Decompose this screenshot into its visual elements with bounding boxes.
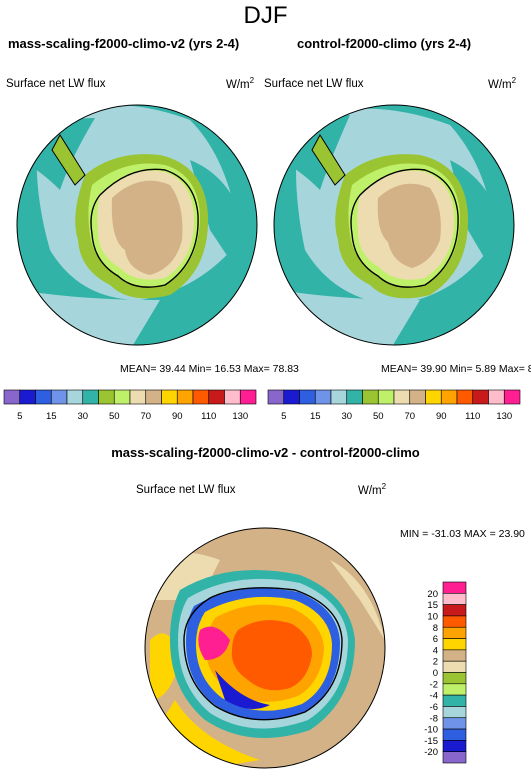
right-colorbar: 5 15 30 50 70 90 110 130 [267,389,521,422]
difference-colorbar-tick-label: -15 [424,736,438,747]
left-colorbar-tick-label: 130 [232,411,248,422]
right-colorbar-swatch [346,389,363,405]
difference-field-label: Surface net LW flux [136,484,236,496]
right-colorbar-tick-label: 50 [373,411,384,422]
left-colorbar-swatch [98,389,115,405]
left-colorbar-swatch [208,389,225,405]
difference-colorbar-swatch [442,593,467,605]
right-polar-map [273,104,515,346]
right-colorbar-swatch [393,389,411,405]
left-colorbar-swatch [82,389,99,405]
left-colorbar-swatch [3,389,21,405]
difference-colorbar-swatch [442,672,467,685]
right-colorbar-swatch [409,389,426,405]
difference-colorbar-swatch [442,638,467,651]
difference-colorbar-swatch [442,581,467,594]
difference-stats: MIN = -31.03 MAX = 23.90 [400,528,525,540]
right-colorbar-swatch [314,389,332,405]
difference-colorbar-tick-label: -20 [424,747,438,758]
difference-colorbar-swatch [442,604,467,617]
right-colorbar-swatch [283,389,300,405]
right-colorbar-tick-label: 5 [281,411,286,422]
left-colorbar-swatch [176,389,194,405]
left-polar-map [16,104,258,346]
difference-colorbar-swatch [442,740,467,752]
left-colorbar-swatch [19,389,36,405]
right-colorbar-swatch [456,389,474,405]
right-colorbar-tick-label: 130 [496,411,512,422]
left-colorbar-tick-label: 90 [172,411,183,422]
difference-colorbar-swatch [442,728,467,741]
difference-colorbar-swatch [442,706,467,719]
right-colorbar-swatch [488,389,505,405]
left-field-label: Surface net LW flux [6,78,106,90]
right-colorbar-tick-label: 30 [341,411,352,422]
difference-colorbar-swatch [442,660,467,673]
left-colorbar-tick-label: 110 [201,411,216,422]
right-colorbar-swatch [330,389,348,405]
difference-colorbar-tick-label: 6 [433,634,438,645]
difference-colorbar-tick-label: 10 [427,611,438,622]
left-colorbar-swatch [113,389,131,405]
left-panel-title: mass-scaling-f2000-climo-v2 (yrs 2-4) [8,36,240,51]
right-colorbar-swatch [503,389,521,405]
difference-colorbar-swatch [442,626,467,639]
right-colorbar-swatch [425,389,442,405]
right-colorbar-swatch [299,389,316,405]
left-colorbar-tick-label: 30 [77,411,88,422]
difference-colorbar-swatch [442,615,467,628]
difference-units-label: W/m2 [358,482,387,497]
left-colorbar-swatch [145,389,162,405]
left-colorbar-tick-label: 50 [109,411,120,422]
difference-colorbar-tick-label: 15 [427,600,438,611]
right-colorbar-swatch [440,389,458,405]
right-colorbar-tick-label: 70 [404,411,415,422]
right-field-label: Surface net LW flux [264,78,364,90]
left-units-label: W/m2 [226,76,255,91]
right-colorbar-swatch [267,389,285,405]
left-colorbar-swatch [35,389,52,405]
left-colorbar-swatch [239,389,257,405]
left-colorbar-swatch [192,389,210,405]
right-units-label: W/m2 [488,76,517,91]
left-colorbar-tick-label: 5 [17,411,22,422]
left-colorbar: 5 15 30 50 70 90 110 130 [3,389,257,422]
left-colorbar-swatch [66,389,84,405]
difference-colorbar-tick-label: 4 [433,645,438,656]
left-colorbar-swatch [50,389,68,405]
difference-colorbar-tick-label: -4 [430,691,438,702]
difference-colorbar-swatch [442,683,467,696]
left-colorbar-swatch [129,389,147,405]
difference-colorbar-tick-label: -2 [430,679,438,690]
right-panel-title: control-f2000-climo (yrs 2-4) [297,36,472,51]
left-colorbar-swatch [224,389,241,405]
difference-polar-map [144,527,386,769]
difference-colorbar-tick-label: 8 [433,623,438,634]
difference-title: mass-scaling-f2000-climo-v2 - control-f2… [111,445,420,460]
right-colorbar-swatch [362,389,379,405]
left-colorbar-swatch [161,389,178,405]
difference-colorbar-tick-label: 0 [433,668,438,679]
difference-colorbar-swatch [442,694,467,707]
right-colorbar-swatch [377,389,395,405]
right-colorbar-tick-label: 110 [465,411,480,422]
difference-colorbar-swatch [442,649,467,662]
difference-colorbar-tick-label: -8 [430,713,438,724]
difference-colorbar-tick-label: -6 [430,702,438,713]
difference-colorbar-swatch [442,717,467,730]
difference-colorbar-tick-label: -10 [424,725,438,736]
season-title: DJF [243,2,288,29]
left-colorbar-tick-label: 15 [46,411,57,422]
difference-colorbar-tick-label: 20 [427,589,438,600]
right-colorbar-tick-label: 15 [310,411,321,422]
left-panel-stats: MEAN= 39.44 Min= 16.53 Max= 78.83 [120,363,299,375]
right-panel-stats: MEAN= 39.90 Min= 5.89 Max= 83.57 [381,363,531,375]
left-colorbar-tick-label: 70 [140,411,151,422]
right-colorbar-swatch [472,389,489,405]
difference-colorbar-swatch [442,751,467,764]
difference-colorbar-tick-label: 2 [433,657,438,668]
right-colorbar-tick-label: 90 [436,411,447,422]
